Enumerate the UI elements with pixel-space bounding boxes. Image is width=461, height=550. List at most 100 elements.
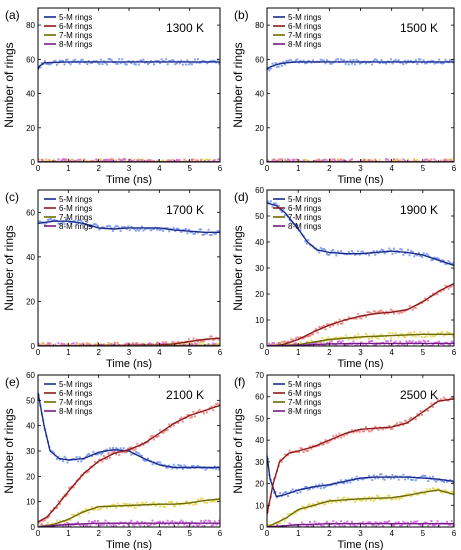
scatter-point [438,488,441,491]
scatter-point [142,163,144,165]
scatter-point [203,162,205,164]
scatter-point [430,520,433,523]
scatter-point [77,521,80,524]
scatter-point [124,63,127,66]
scatter-point [118,58,121,61]
scatter-point [39,344,42,346]
scatter-point [335,320,338,323]
scatter-point [416,163,418,165]
scatter-point [75,479,78,482]
scatter-point [299,336,302,339]
scatter-point [87,452,90,455]
scatter-point [177,523,180,526]
scatter-point [146,524,149,527]
scatter-point [443,164,445,166]
scatter-point [110,158,113,161]
scatter-point [172,59,175,62]
scatter-point [391,427,394,430]
scatter-point [159,461,162,464]
scatter-point [184,465,187,468]
scatter-point [47,163,49,165]
scatter-point [215,342,218,345]
scatter-point [281,347,283,349]
scatter-point [177,421,180,424]
scatter-point [62,525,65,527]
scatter-point [148,524,151,527]
scatter-point [452,396,454,399]
x-tick-label: 5 [421,348,426,357]
scatter-point [41,162,43,164]
y-tick-label: 20 [255,290,264,299]
scatter-point [78,515,81,518]
scatter-point [347,338,350,341]
scatter-point [402,520,405,523]
scatter-point [338,159,341,162]
scatter-point [310,506,313,509]
scatter-point [92,347,94,349]
panel-label: (c) [5,190,19,204]
scatter-point [89,163,91,165]
scatter-point [352,524,355,527]
scatter-point [341,322,344,325]
x-tick-label: 3 [358,348,363,357]
panel-label: (b) [234,8,249,22]
scatter-point [400,311,403,314]
scatter-point [118,158,121,161]
scatter-point [293,158,296,161]
scatter-point [441,62,444,65]
scatter-point [350,520,353,523]
scatter-point [139,347,141,349]
scatter-point [354,163,356,165]
scatter-point [163,430,166,433]
scatter-point [410,416,413,419]
y-tick-label: 30 [255,264,264,273]
scatter-point [142,443,145,446]
scatter-point [160,58,163,61]
scatter-point [327,441,330,444]
scatter-point [79,347,81,349]
scatter-point [333,337,336,340]
scatter-point [389,498,392,501]
scatter-point [66,461,69,464]
scatter-point [405,62,408,65]
scatter-point [318,501,321,504]
scatter-point [117,163,119,165]
scatter-point [374,344,377,346]
scatter-point [378,473,381,476]
scatter-points [267,396,454,527]
scatter-point [118,347,120,349]
scatter-point [311,525,314,527]
scatter-point [408,160,411,162]
scatter-point [42,519,45,522]
scatter-point [46,160,49,162]
scatter-point [49,510,52,513]
scatter-point [444,263,447,266]
scatter-point [311,333,314,336]
scatter-point [364,525,367,527]
scatter-point [203,520,206,523]
x-tick-label: 1 [296,164,301,173]
scatter-point [433,524,436,527]
scatter-point [411,335,414,338]
scatter-point [291,338,294,341]
scatter-point [301,505,304,508]
scatter-point [133,228,136,231]
scatter-point [178,464,181,467]
scatter-point [162,520,165,523]
y-axis-label: Number of rings [2,225,16,310]
scatter-point [65,218,68,221]
scatter-point [168,500,171,503]
temperature-annotation: 2500 K [400,388,438,402]
scatter-point [372,343,375,346]
scatter-point [190,465,193,468]
scatter-point [53,347,55,349]
scatter-point [319,341,322,344]
scatter-point [441,331,444,334]
scatter-point [414,491,417,494]
scatter-point [133,342,136,345]
scatter-point [86,524,89,527]
scatter-point [346,433,349,436]
scatter-point [402,473,405,476]
scatter-point [93,460,96,463]
scatter-point [301,447,304,450]
